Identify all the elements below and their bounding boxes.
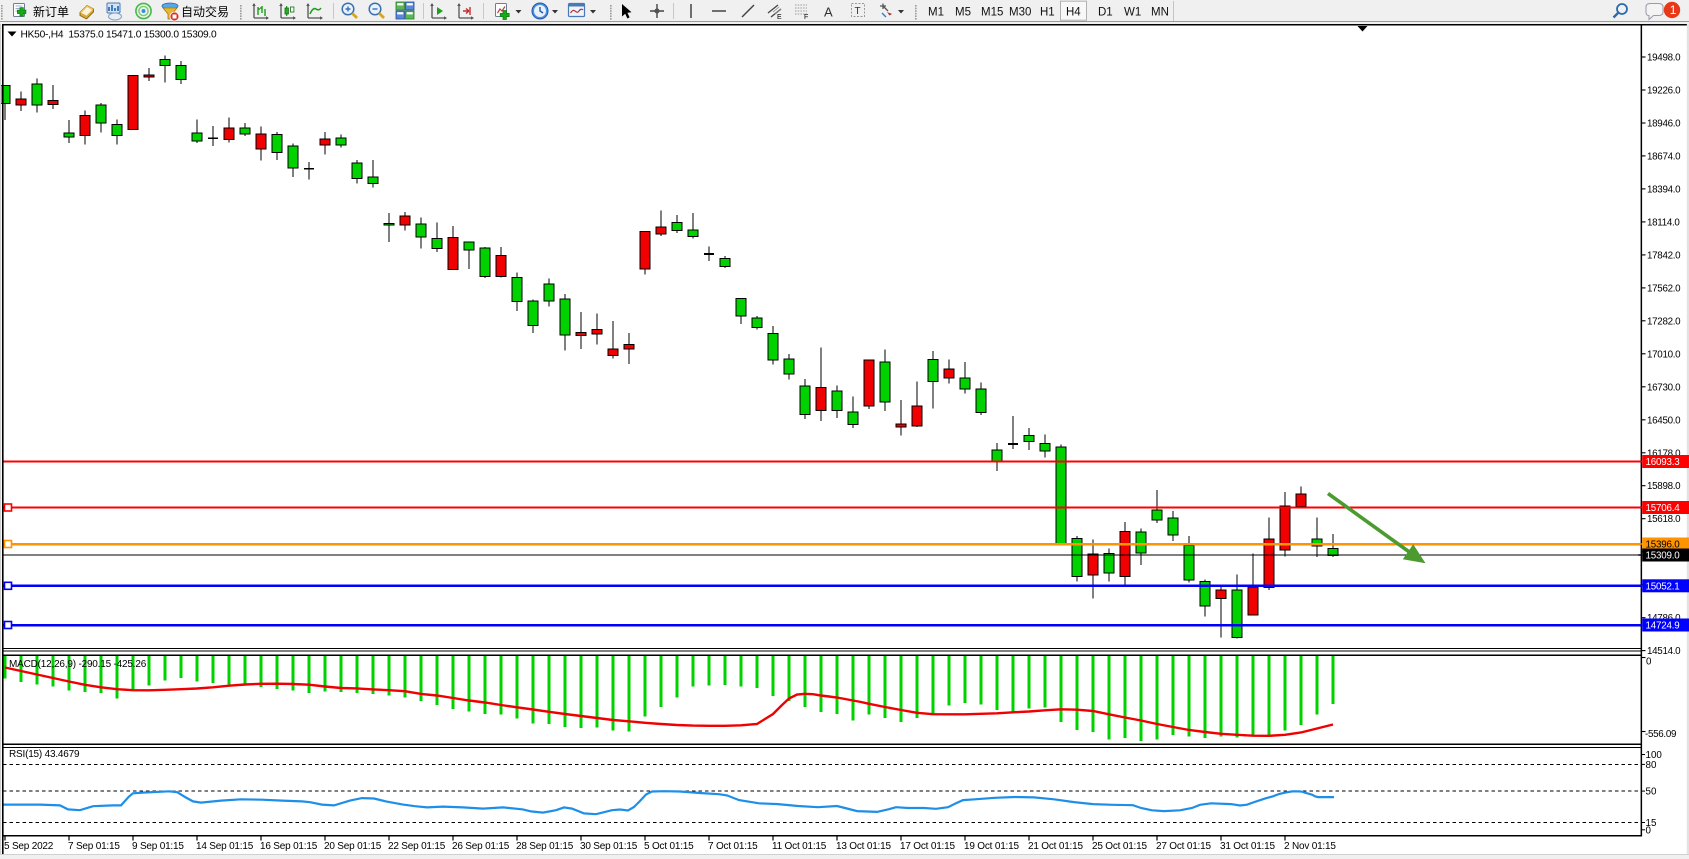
svg-text:T: T bbox=[855, 6, 861, 17]
svg-text:22 Sep 01:15: 22 Sep 01:15 bbox=[388, 841, 446, 852]
svg-text:D1: D1 bbox=[1098, 7, 1113, 19]
svg-text:M15: M15 bbox=[981, 7, 1003, 19]
svg-text:H1: H1 bbox=[1040, 7, 1055, 19]
svg-text:M1: M1 bbox=[928, 7, 944, 19]
svg-text:W1: W1 bbox=[1124, 7, 1141, 19]
svg-text:5 Sep 2022: 5 Sep 2022 bbox=[4, 841, 54, 852]
svg-text:14 Sep 01:15: 14 Sep 01:15 bbox=[196, 841, 254, 852]
svg-text:26 Sep 01:15: 26 Sep 01:15 bbox=[452, 841, 510, 852]
svg-text:50: 50 bbox=[1646, 787, 1657, 798]
svg-text:15309.0: 15309.0 bbox=[1646, 551, 1681, 562]
svg-text:M5: M5 bbox=[955, 7, 971, 19]
svg-text:15898.0: 15898.0 bbox=[1647, 481, 1681, 492]
svg-text:31 Oct 01:15: 31 Oct 01:15 bbox=[1220, 841, 1275, 852]
svg-text:9 Sep 01:15: 9 Sep 01:15 bbox=[132, 841, 184, 852]
svg-text:新订单: 新订单 bbox=[33, 4, 69, 19]
svg-text:15: 15 bbox=[1646, 818, 1657, 829]
svg-text:5 Oct 01:15: 5 Oct 01:15 bbox=[644, 841, 694, 852]
svg-text:M30: M30 bbox=[1009, 7, 1031, 19]
svg-text:19498.0: 19498.0 bbox=[1647, 53, 1681, 64]
svg-text:16 Sep 01:15: 16 Sep 01:15 bbox=[260, 841, 318, 852]
svg-text:F: F bbox=[804, 14, 808, 21]
svg-text:80: 80 bbox=[1646, 760, 1657, 771]
svg-text:MACD(12,26,9) -290.15 -425.26: MACD(12,26,9) -290.15 -425.26 bbox=[9, 659, 147, 670]
svg-text:17842.0: 17842.0 bbox=[1647, 250, 1681, 261]
svg-text:18114.0: 18114.0 bbox=[1647, 217, 1680, 228]
svg-text:16730.0: 16730.0 bbox=[1647, 382, 1681, 393]
svg-text:13 Oct 01:15: 13 Oct 01:15 bbox=[836, 841, 891, 852]
svg-text:16450.0: 16450.0 bbox=[1647, 415, 1681, 426]
svg-text:15396.0: 15396.0 bbox=[1646, 540, 1681, 551]
svg-text:17010.0: 17010.0 bbox=[1647, 349, 1681, 360]
svg-text:0: 0 bbox=[1646, 657, 1652, 668]
svg-text:18394.0: 18394.0 bbox=[1647, 184, 1681, 195]
svg-text:17562.0: 17562.0 bbox=[1647, 283, 1681, 294]
svg-text:30 Sep 01:15: 30 Sep 01:15 bbox=[580, 841, 638, 852]
svg-text:20 Sep 01:15: 20 Sep 01:15 bbox=[324, 841, 382, 852]
svg-text:7 Sep 01:15: 7 Sep 01:15 bbox=[68, 841, 120, 852]
svg-text:0: 0 bbox=[1646, 825, 1652, 836]
svg-text:19226.0: 19226.0 bbox=[1647, 86, 1681, 97]
svg-text:21 Oct 01:15: 21 Oct 01:15 bbox=[1028, 841, 1083, 852]
svg-text:E: E bbox=[777, 14, 782, 21]
svg-text:25 Oct 01:15: 25 Oct 01:15 bbox=[1092, 841, 1147, 852]
svg-text:A: A bbox=[824, 5, 833, 20]
svg-text:100: 100 bbox=[1646, 750, 1663, 761]
svg-text:15706.4: 15706.4 bbox=[1646, 503, 1681, 514]
svg-text:HK50-,H4 15375.0 15471.0 1530: HK50-,H4 15375.0 15471.0 15300.0 15309.0 bbox=[21, 29, 218, 40]
svg-text:28 Sep 01:15: 28 Sep 01:15 bbox=[516, 841, 574, 852]
svg-text:27 Oct 01:15: 27 Oct 01:15 bbox=[1156, 841, 1211, 852]
svg-text:自动交易: 自动交易 bbox=[181, 4, 229, 19]
svg-text:MN: MN bbox=[1151, 7, 1169, 19]
svg-text:14514.0: 14514.0 bbox=[1647, 646, 1681, 657]
svg-text:15052.1: 15052.1 bbox=[1646, 581, 1680, 592]
svg-text:17 Oct 01:15: 17 Oct 01:15 bbox=[900, 841, 955, 852]
svg-text:18674.0: 18674.0 bbox=[1647, 151, 1681, 162]
svg-text:14724.9: 14724.9 bbox=[1646, 621, 1680, 632]
svg-text:H4: H4 bbox=[1066, 7, 1081, 19]
svg-text:11 Oct 01:15: 11 Oct 01:15 bbox=[772, 841, 827, 852]
svg-text:-556.09: -556.09 bbox=[1645, 729, 1676, 740]
svg-text:17282.0: 17282.0 bbox=[1647, 316, 1681, 327]
svg-text:RSI(15) 43.4679: RSI(15) 43.4679 bbox=[9, 749, 80, 760]
svg-text:18946.0: 18946.0 bbox=[1647, 119, 1681, 130]
svg-text:15618.0: 15618.0 bbox=[1647, 514, 1681, 525]
svg-text:1: 1 bbox=[1670, 3, 1677, 17]
svg-text:19 Oct 01:15: 19 Oct 01:15 bbox=[964, 841, 1019, 852]
svg-text:16093.3: 16093.3 bbox=[1646, 457, 1681, 468]
svg-text:7 Oct 01:15: 7 Oct 01:15 bbox=[708, 841, 758, 852]
svg-text:16178.0: 16178.0 bbox=[1647, 448, 1681, 459]
svg-text:2 Nov 01:15: 2 Nov 01:15 bbox=[1284, 841, 1336, 852]
